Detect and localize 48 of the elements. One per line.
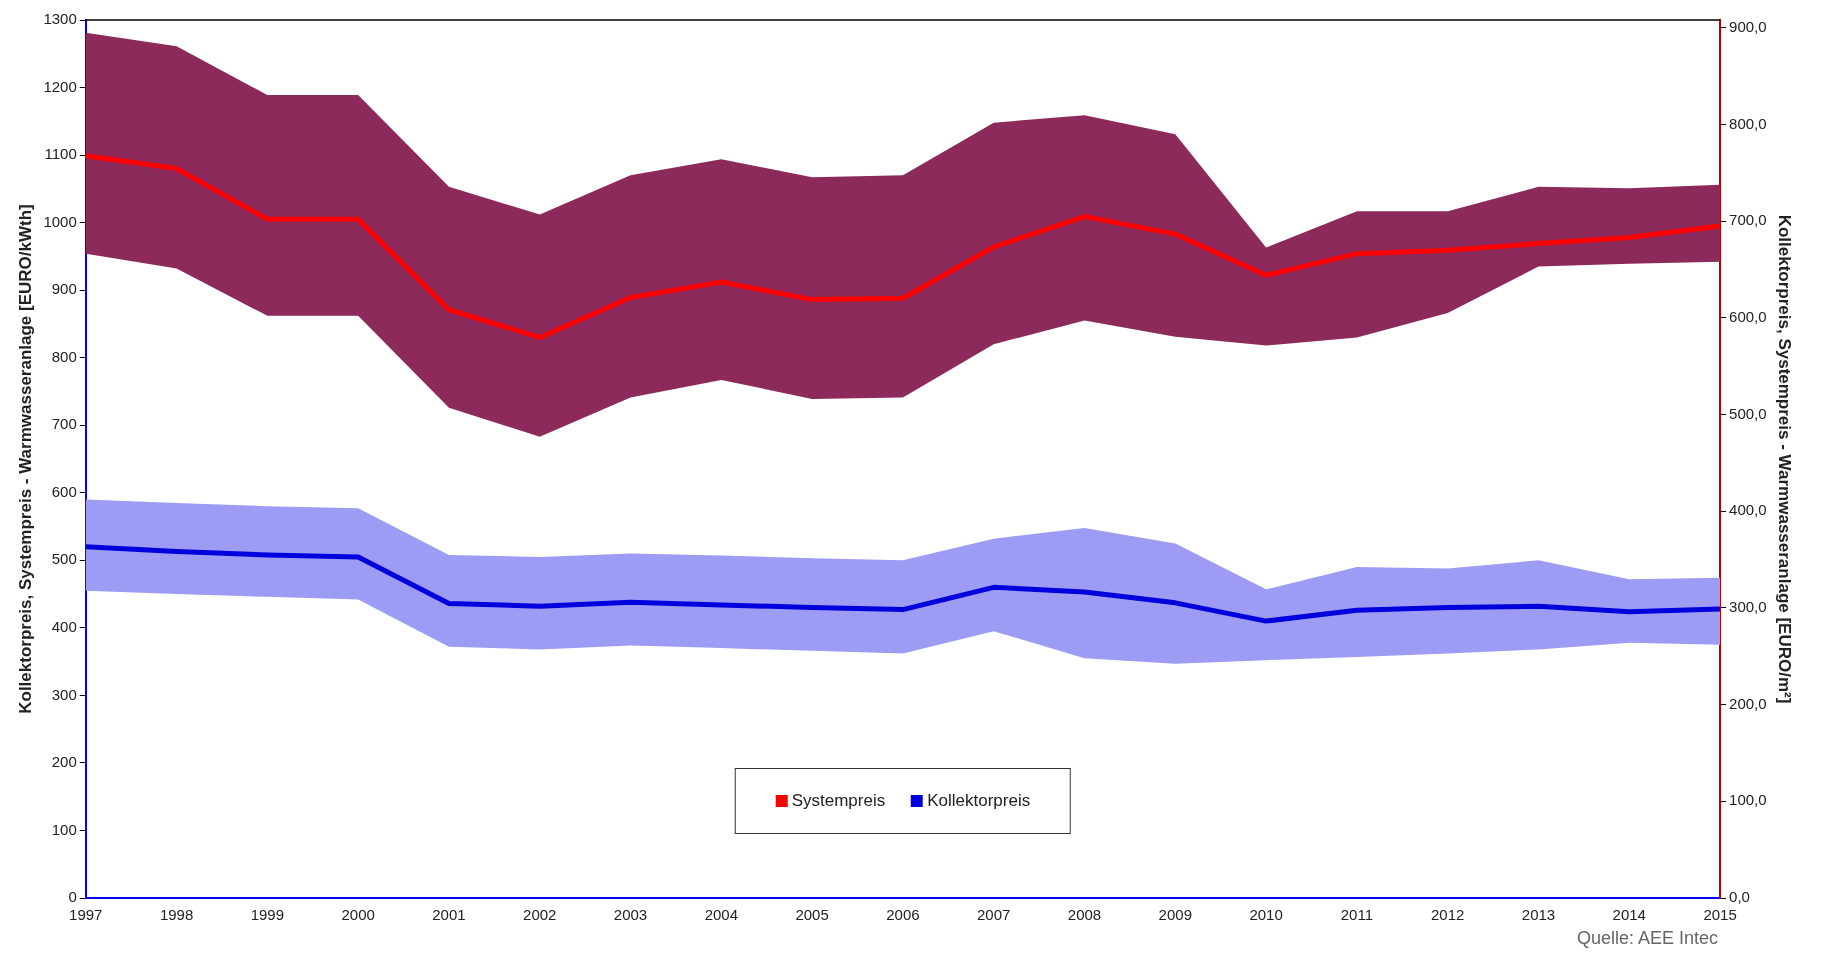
x-tick-label: 2008 [1067, 906, 1102, 924]
y-tick-label: 1200 [43, 77, 77, 95]
y-tick-label: 700 [51, 415, 77, 433]
y-axis-title: Kollektorpreis, Systempreis - Warmwasseranlage [EURO/kWth] [15, 204, 35, 714]
x-tick-label: 2000 [341, 906, 375, 924]
x-tick-label: 2014 [1612, 906, 1646, 924]
y-tick-label: 800 [51, 347, 77, 365]
y2-tick-label: 300,0 [1729, 598, 1767, 616]
x-tick-label: 2013 [1521, 906, 1556, 924]
y-tick-label: 100 [51, 820, 77, 838]
x-tick-label: 1997 [69, 906, 103, 924]
x-tick-label: 1999 [250, 906, 285, 924]
y-tick-label: 200 [51, 753, 77, 771]
y-tick-label: 400 [51, 617, 77, 635]
y2-tick-label: 400,0 [1729, 501, 1767, 519]
source-note: Quelle: AEE Intec [1575, 928, 1718, 949]
x-tick-label: 2004 [704, 906, 739, 924]
y2-tick-label: 600,0 [1729, 307, 1767, 325]
legend-label: Kollektorpreis [927, 791, 1031, 811]
legend-label: Systempreis [791, 791, 886, 811]
y-tick-label: 500 [51, 550, 77, 568]
x-tick-label: 2006 [886, 906, 920, 924]
y2-tick-label: 700,0 [1729, 211, 1767, 229]
y-tick-label: 1100 [44, 145, 77, 163]
y-tick-label: 0 [68, 888, 77, 906]
y2-tick-label: 200,0 [1729, 694, 1767, 712]
y-tick-label: 1000 [43, 212, 77, 230]
y2-tick-label: 0,0 [1729, 888, 1750, 906]
y2-axis-title: Kollektorpreis, Systempreis - Warmwasseranlage [EURO/m²] [1775, 214, 1795, 704]
y-tick-label: 900 [51, 280, 77, 298]
x-tick-label: 2007 [977, 906, 1011, 924]
x-tick-label: 2002 [523, 906, 557, 924]
y2-tick-label: 100,0 [1729, 791, 1767, 809]
x-tick-label: 2012 [1430, 906, 1465, 924]
x-tick-label: 2003 [613, 906, 648, 924]
x-tick-label: 2009 [1158, 906, 1192, 924]
x-tick-label: 1998 [159, 906, 194, 924]
x-tick-label: 2005 [795, 906, 829, 924]
x-tick-label: 2015 [1703, 906, 1737, 924]
y-tick-label: 1300 [43, 10, 77, 28]
x-tick-label: 2001 [432, 906, 466, 924]
y2-tick-label: 500,0 [1729, 404, 1767, 422]
y-tick-label: 300 [51, 685, 77, 703]
x-tick-label: 2010 [1249, 906, 1283, 924]
y2-tick-label: 800,0 [1729, 114, 1767, 132]
y2-tick-label: 900,0 [1729, 17, 1767, 35]
x-tick-label: 2011 [1340, 906, 1374, 924]
y-tick-label: 600 [51, 482, 77, 500]
